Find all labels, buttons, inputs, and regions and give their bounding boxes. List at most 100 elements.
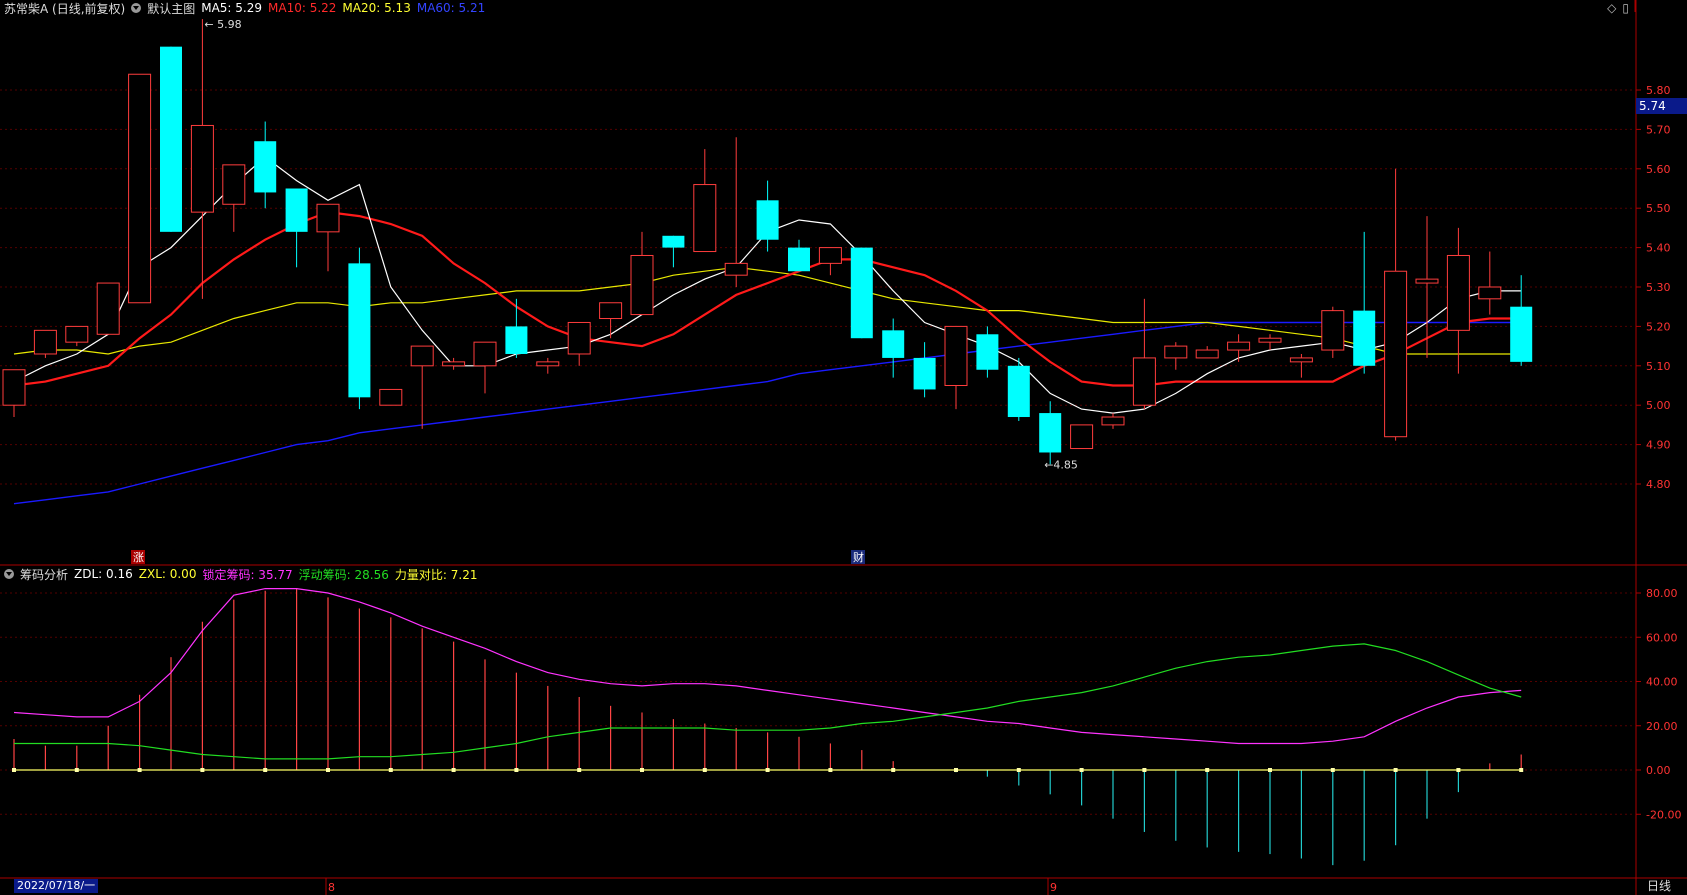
candle-body bbox=[410, 345, 434, 367]
candle-body bbox=[788, 247, 810, 272]
candle-body bbox=[1353, 310, 1376, 366]
ma60-line bbox=[13, 321, 1522, 505]
floating-chips-line bbox=[14, 643, 1522, 760]
main-chart-label[interactable]: 默认主图 bbox=[147, 1, 196, 16]
zdl-marker bbox=[954, 768, 958, 772]
main-header: 苏常柴A (日线,前复权) 默认主图 MA5: 5.29 MA10: 5.22 … bbox=[4, 0, 485, 16]
chevron-down-icon[interactable] bbox=[131, 3, 142, 13]
zdl-marker bbox=[200, 768, 205, 772]
zdl-marker bbox=[1079, 768, 1084, 772]
candle-body bbox=[1070, 424, 1094, 450]
candle-body bbox=[1101, 416, 1125, 426]
price-tick-label: 5.10 bbox=[1646, 360, 1671, 373]
locked-chips-label: 锁定筹码: 35.77 bbox=[202, 567, 293, 582]
candle-body bbox=[1478, 286, 1502, 300]
price-tick-label: 5.20 bbox=[1646, 320, 1671, 333]
price-tick-label: 5.50 bbox=[1646, 202, 1671, 215]
ma20-line bbox=[13, 266, 1522, 355]
candle-body bbox=[348, 263, 371, 398]
candle-body bbox=[976, 334, 999, 370]
event-zhang-label: 涨 bbox=[133, 551, 144, 564]
candle-body bbox=[65, 325, 89, 343]
price-tick-label: 5.30 bbox=[1646, 281, 1671, 294]
zdl-marker bbox=[1268, 768, 1272, 772]
sub-tick-label: 40.00 bbox=[1646, 676, 1678, 689]
zdl-marker bbox=[577, 768, 582, 772]
candle-body bbox=[160, 46, 182, 232]
candle-body bbox=[944, 325, 968, 386]
candle-body bbox=[1446, 254, 1470, 331]
top-right-icons: ◇ ▯ bbox=[1607, 1, 1629, 15]
chevron-down-icon[interactable] bbox=[4, 569, 14, 579]
window-icon[interactable]: ▯ bbox=[1622, 1, 1629, 15]
zdl-marker bbox=[388, 768, 393, 772]
price-tick-label: 5.00 bbox=[1646, 399, 1671, 412]
floating-chips-label: 浮动筹码: 28.56 bbox=[298, 567, 389, 582]
candle-body bbox=[536, 361, 560, 367]
ma10-line bbox=[13, 210, 1522, 387]
price-tick-label: 5.60 bbox=[1646, 163, 1671, 176]
candle-body bbox=[1289, 357, 1313, 363]
sub-tick-label: -20.00 bbox=[1646, 808, 1681, 821]
candle-body bbox=[850, 247, 873, 339]
candle-body bbox=[1384, 270, 1408, 438]
candle-body bbox=[818, 247, 842, 264]
candle-body bbox=[33, 329, 57, 355]
zdl-marker bbox=[1205, 768, 1210, 772]
candle-body bbox=[1510, 306, 1533, 362]
zxl-label: ZXL: 0.00 bbox=[138, 567, 197, 581]
price-tick-label: 4.90 bbox=[1646, 439, 1671, 452]
zdl-marker bbox=[514, 768, 519, 772]
zdl-marker bbox=[263, 768, 268, 772]
zdl-marker bbox=[326, 768, 330, 772]
candle-body bbox=[662, 235, 685, 248]
candle-body bbox=[442, 361, 466, 367]
price-tick-label: 5.70 bbox=[1646, 123, 1671, 136]
candle-body bbox=[473, 341, 497, 367]
candle-body bbox=[1164, 345, 1188, 359]
event-cai-marker bbox=[851, 550, 865, 564]
candle-body bbox=[1132, 357, 1156, 406]
zdl-marker bbox=[1456, 768, 1461, 772]
sub-tick-label: 80.00 bbox=[1646, 587, 1678, 600]
price-tick-label: 4.80 bbox=[1646, 478, 1671, 491]
period-label[interactable]: 日线 bbox=[1646, 879, 1671, 893]
zdl-marker bbox=[1393, 768, 1398, 772]
zdl-marker bbox=[765, 768, 770, 772]
event-zhang-marker bbox=[131, 550, 145, 564]
candle-body bbox=[254, 141, 277, 193]
stock-name[interactable]: 苏常柴A (日线,前复权) bbox=[4, 1, 126, 16]
candle-body bbox=[222, 164, 246, 205]
zdl-marker bbox=[451, 768, 456, 772]
zdl-marker bbox=[891, 768, 896, 772]
zdl-marker bbox=[12, 768, 16, 772]
low-annotation: ←4.85 bbox=[1044, 458, 1078, 471]
candle-body bbox=[913, 357, 936, 390]
sub-tick-label: 0.00 bbox=[1646, 764, 1671, 777]
high-annotation: ← 5.98 bbox=[204, 18, 241, 31]
zdl-marker bbox=[1330, 768, 1335, 772]
candle-body bbox=[316, 203, 340, 233]
month-label-sep: 9 bbox=[1050, 881, 1057, 894]
candle-body bbox=[567, 321, 591, 355]
zdl-marker bbox=[1519, 768, 1524, 772]
candle-body bbox=[190, 124, 214, 213]
diamond-icon[interactable]: ◇ bbox=[1607, 1, 1617, 15]
zdl-marker bbox=[828, 768, 833, 772]
candle-body bbox=[1039, 413, 1062, 453]
candle-body bbox=[756, 200, 779, 240]
zdl-marker bbox=[137, 768, 142, 772]
zdl-marker bbox=[640, 768, 644, 772]
current-price-badge: 5.74 bbox=[1636, 98, 1687, 114]
indicator-name[interactable]: 筹码分析 bbox=[20, 567, 69, 582]
ma10-label: MA10: 5.22 bbox=[268, 1, 337, 15]
indicator-header: 筹码分析 ZDL: 0.16 ZXL: 0.00 锁定筹码: 35.77 浮动筹… bbox=[4, 566, 477, 582]
candle-body bbox=[285, 188, 308, 232]
sub-tick-label: 20.00 bbox=[1646, 720, 1678, 733]
candle-body bbox=[1227, 341, 1251, 351]
candle-body bbox=[724, 262, 748, 276]
zdl-marker bbox=[1142, 768, 1147, 772]
zdl-marker bbox=[74, 768, 79, 772]
date-badge: 2022/07/18/一 bbox=[14, 879, 99, 893]
